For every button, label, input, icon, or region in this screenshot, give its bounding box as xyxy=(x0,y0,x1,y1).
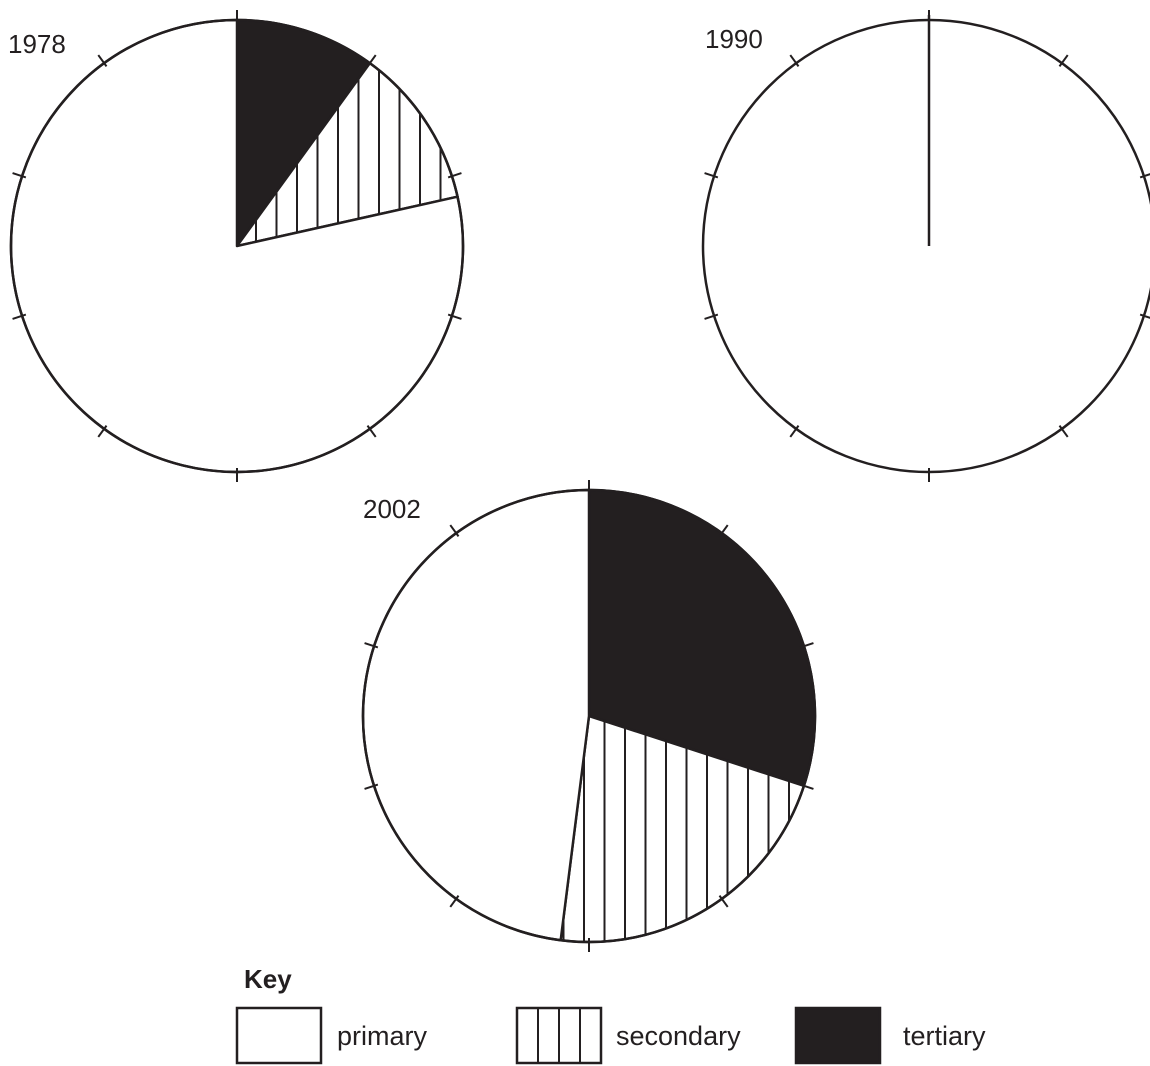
pie-tick-mark xyxy=(364,783,379,790)
pie-tick-mark xyxy=(447,172,462,179)
pie-tick-mark xyxy=(799,783,814,790)
pie-tick-mark xyxy=(449,895,460,908)
pie-tick-mark xyxy=(97,54,108,67)
pie-chart-1978: 1978 xyxy=(8,10,465,482)
legend-label-secondary: secondary xyxy=(616,1021,741,1051)
pie-chart-2002: 2002 xyxy=(361,480,817,952)
pie-tick-mark xyxy=(1139,313,1150,319)
pie-tick-mark xyxy=(12,313,27,320)
pie-tick-mark xyxy=(366,425,377,438)
pie-tick-mark xyxy=(789,54,800,67)
legend-item-secondary: secondary xyxy=(515,1006,741,1065)
pie-tick-mark xyxy=(718,895,729,908)
legend-label-primary: primary xyxy=(337,1021,428,1051)
pie-tick-mark xyxy=(1139,173,1150,179)
pie-title-1978: 1978 xyxy=(8,29,66,59)
legend-item-primary: primary xyxy=(235,1006,428,1065)
pie-empty-disc xyxy=(703,20,1150,472)
pie-tick-mark xyxy=(704,313,719,320)
pie-tick-mark xyxy=(1058,54,1069,67)
pie-tick-mark xyxy=(789,425,800,438)
pie-title-2002: 2002 xyxy=(363,494,421,524)
pie-title-1990: 1990 xyxy=(705,24,763,54)
legend-title: Key xyxy=(244,964,292,994)
pie-tick-mark xyxy=(704,172,719,179)
legend-item-tertiary: tertiary xyxy=(794,1006,986,1065)
pie-chart-1990: 1990 xyxy=(701,10,1150,482)
pie-tick-mark xyxy=(447,313,462,320)
legend: Key primary secondary tertiary xyxy=(235,964,986,1065)
legend-swatch-tertiary xyxy=(794,1006,882,1065)
pie-tick-mark xyxy=(1058,425,1069,438)
pie-tick-mark xyxy=(718,524,729,537)
pie-tick-mark xyxy=(449,524,460,537)
pie-tick-mark xyxy=(97,425,108,438)
pie-tick-mark xyxy=(364,642,379,649)
legend-label-tertiary: tertiary xyxy=(903,1021,986,1051)
pie-tick-mark xyxy=(799,642,814,649)
legend-swatch-primary xyxy=(235,1006,323,1065)
pie-tick-mark xyxy=(12,172,27,179)
pie-tick-mark xyxy=(366,54,377,67)
pie-slice-primary xyxy=(361,488,591,942)
